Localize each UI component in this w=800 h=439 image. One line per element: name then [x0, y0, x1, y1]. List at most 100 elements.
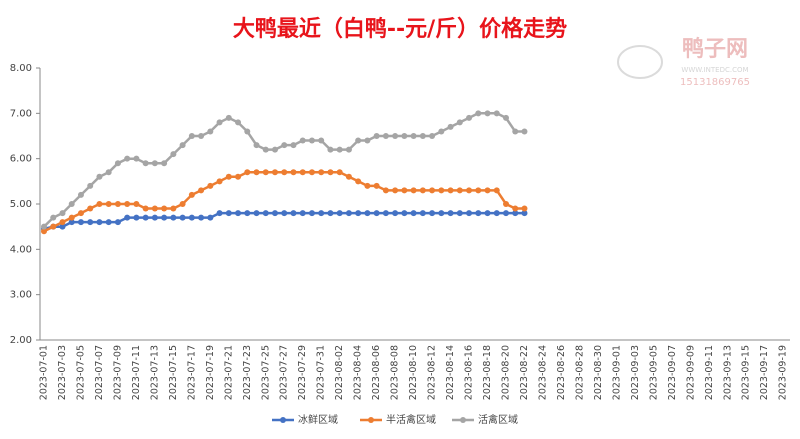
series-marker — [401, 210, 408, 217]
series-marker — [272, 169, 278, 176]
series-marker — [364, 182, 371, 189]
legend-marker — [280, 417, 286, 423]
legend-item: 冰鲜区域 — [272, 413, 338, 426]
x-tick-label: 2023-08-22 — [519, 345, 530, 400]
x-tick-label: 2023-08-18 — [482, 345, 493, 400]
series-marker — [207, 128, 214, 135]
series-marker — [198, 214, 205, 221]
x-tick-label: 2023-07-17 — [186, 345, 197, 400]
series-marker — [142, 160, 149, 167]
series-marker — [410, 187, 417, 194]
series-marker — [447, 123, 454, 130]
x-tick-label: 2023-07-05 — [75, 345, 86, 400]
series-marker — [77, 219, 84, 226]
y-tick-label: 4.00 — [10, 244, 32, 255]
x-tick-label: 2023-07-25 — [260, 345, 271, 400]
x-tick-label: 2023-07-01 — [39, 345, 50, 400]
x-tick-label: 2023-09-15 — [741, 345, 752, 400]
series-marker — [419, 187, 426, 194]
series-marker — [336, 146, 343, 153]
series-marker — [151, 205, 158, 212]
series-marker — [68, 219, 75, 226]
series-marker — [327, 169, 334, 176]
legend-label: 活禽区域 — [478, 413, 518, 426]
series-marker — [96, 219, 103, 226]
series-marker — [345, 210, 352, 217]
series-marker — [503, 114, 509, 121]
series-marker — [364, 210, 371, 217]
series-marker — [512, 205, 519, 212]
series-marker — [188, 133, 195, 139]
series-marker — [382, 187, 389, 194]
series-marker — [438, 210, 445, 217]
watermark-logo — [617, 45, 663, 79]
x-tick-label: 2023-08-24 — [537, 345, 548, 400]
series-marker — [216, 210, 223, 217]
series-marker — [456, 210, 463, 217]
series-marker — [151, 160, 158, 167]
x-tick-label: 2023-08-02 — [334, 345, 345, 400]
x-tick-label: 2023-09-03 — [630, 345, 641, 400]
series-marker — [382, 210, 389, 217]
series-marker — [244, 169, 251, 176]
series-marker — [161, 214, 168, 221]
x-tick-label: 2023-07-29 — [297, 345, 308, 400]
series-marker — [179, 201, 186, 207]
x-tick-label: 2023-07-13 — [149, 345, 160, 400]
series-marker — [373, 182, 380, 189]
series-marker — [308, 169, 315, 176]
series-marker — [133, 214, 140, 221]
series-marker — [493, 110, 500, 117]
series-marker — [161, 205, 168, 212]
x-tick-label: 2023-07-11 — [131, 345, 142, 400]
x-tick-label: 2023-08-04 — [353, 345, 364, 400]
y-tick-label: 8.00 — [10, 63, 32, 74]
series-marker — [133, 201, 140, 207]
series-marker — [521, 210, 528, 217]
series-marker — [438, 187, 445, 194]
series-marker — [290, 142, 297, 149]
series-marker — [308, 137, 315, 144]
series-marker — [235, 210, 242, 217]
series-marker — [77, 191, 84, 198]
series-marker — [447, 187, 454, 194]
series-marker — [188, 214, 195, 221]
series-marker — [114, 160, 121, 167]
series-marker — [355, 210, 362, 217]
series-marker — [179, 214, 186, 221]
series-marker — [151, 214, 158, 221]
series-marker — [207, 214, 214, 221]
x-tick-label: 2023-07-21 — [223, 345, 234, 400]
series-marker — [373, 133, 380, 139]
series-marker — [105, 201, 112, 207]
series-marker — [466, 114, 473, 121]
series-marker — [59, 219, 66, 226]
series-marker — [50, 223, 57, 230]
series-marker — [244, 128, 251, 135]
series-marker — [336, 210, 343, 217]
series-marker — [244, 210, 251, 217]
series-marker — [262, 169, 269, 176]
series-marker — [225, 114, 232, 121]
series-marker — [114, 219, 121, 226]
x-tick-label: 2023-08-30 — [593, 345, 604, 400]
series-marker — [364, 137, 371, 144]
series-marker — [419, 133, 426, 139]
x-tick-label: 2023-08-14 — [445, 345, 456, 400]
series-marker — [262, 210, 269, 217]
series-marker — [272, 146, 278, 153]
series-marker — [207, 182, 214, 189]
legend-label: 冰鲜区域 — [298, 413, 338, 426]
series-marker — [456, 119, 463, 126]
series-marker — [253, 210, 260, 217]
series-marker — [521, 205, 528, 212]
series-marker — [142, 214, 149, 221]
y-tick-label: 7.00 — [10, 108, 32, 119]
series-marker — [373, 210, 380, 217]
series-marker — [392, 133, 399, 139]
watermark-name: 鸭子网 — [682, 36, 748, 62]
x-tick-label: 2023-08-06 — [371, 345, 382, 400]
series-marker — [447, 210, 454, 217]
x-tick-label: 2023-08-20 — [501, 345, 512, 400]
